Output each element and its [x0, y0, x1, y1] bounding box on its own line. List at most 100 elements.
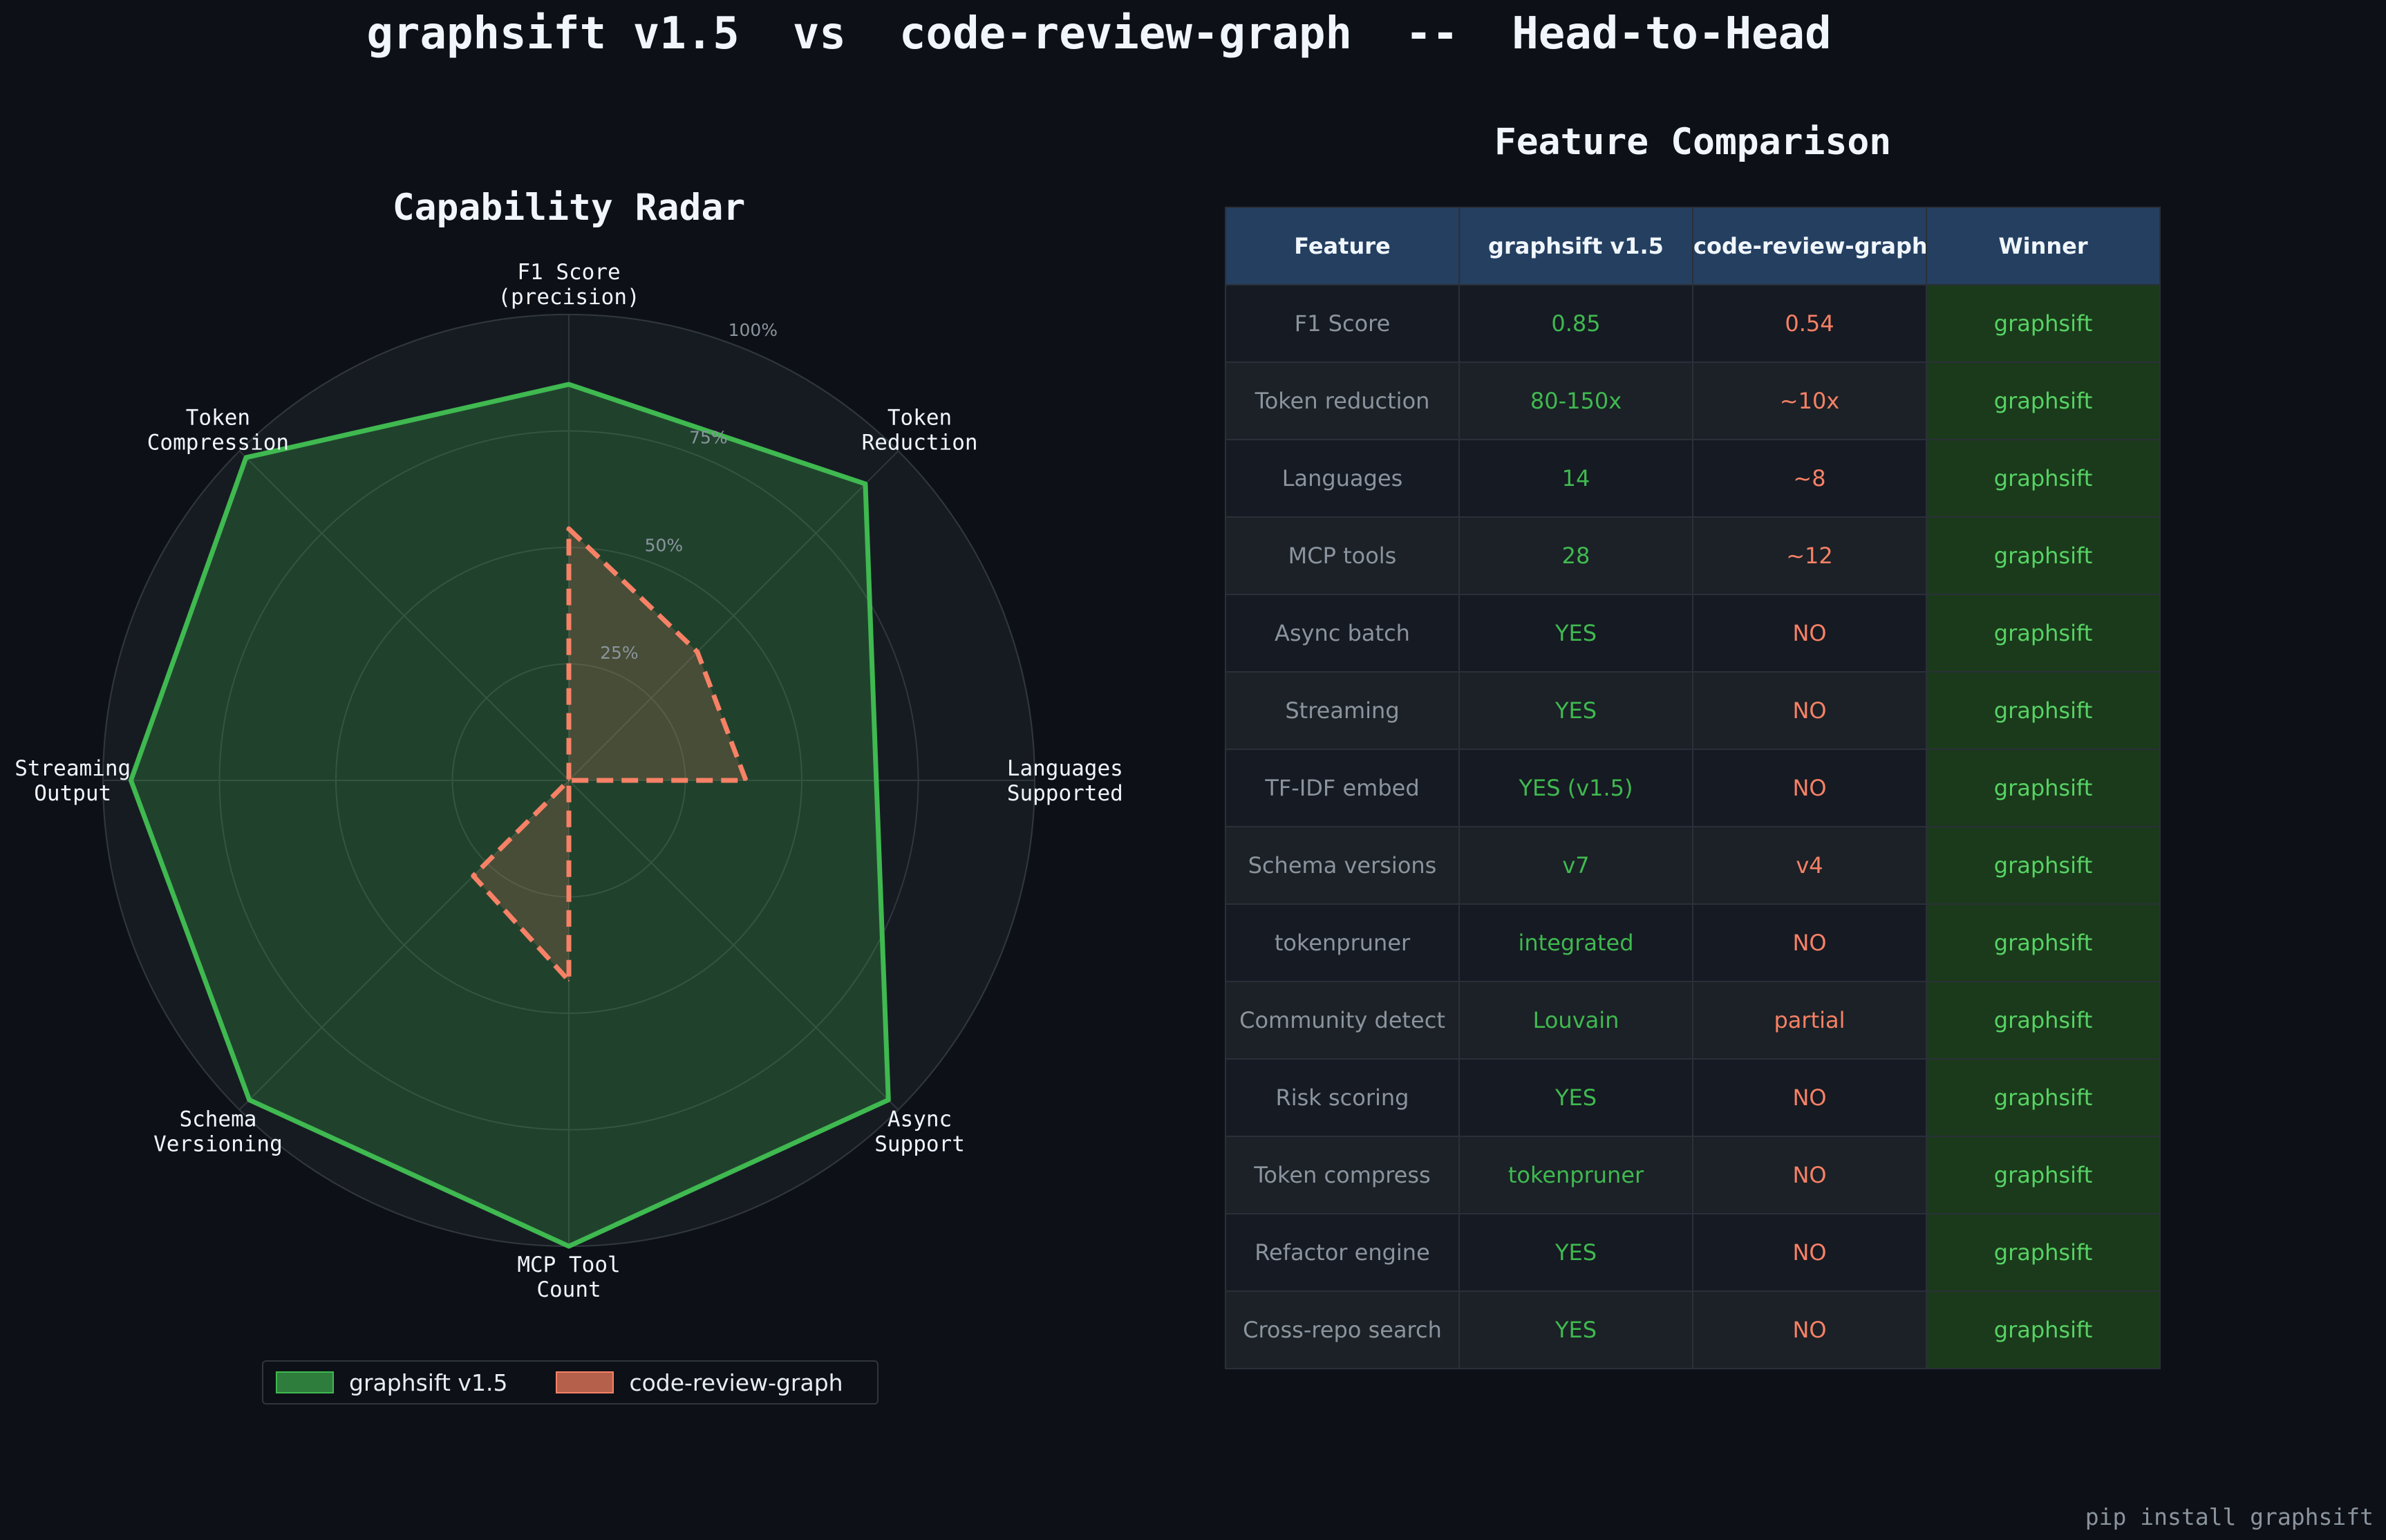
cell-code-review-graph: ~12: [1692, 516, 1927, 595]
radar-point: [568, 528, 570, 530]
radar-point: [568, 780, 570, 781]
cell-code-review-graph: NO: [1692, 1290, 1927, 1369]
cell-feature: Async batch: [1225, 594, 1460, 673]
radar-point: [696, 651, 698, 653]
radar-tick-label: 25%: [600, 643, 639, 663]
cell-feature: Community detect: [1225, 981, 1460, 1060]
radar-point: [864, 483, 866, 485]
table-row: tokenpruner integrated NO graphsift: [1225, 903, 2161, 982]
cell-winner: graphsift: [1926, 749, 2161, 827]
table-row: TF-IDF embed YES (v1.5) NO graphsift: [1225, 749, 2161, 827]
radar-point: [248, 1099, 250, 1101]
cell-graphsift: YES (v1.5): [1458, 749, 1693, 827]
radar-point: [745, 780, 747, 781]
cell-feature: Languages: [1225, 439, 1460, 518]
table-row: Streaming YES NO graphsift: [1225, 671, 2161, 750]
cell-graphsift: integrated: [1458, 903, 1693, 982]
cell-feature: Schema versions: [1225, 826, 1460, 905]
main-title: graphsift v1.5 vs code-review-graph -- H…: [366, 8, 1832, 59]
cell-feature: Token reduction: [1225, 361, 1460, 440]
cell-graphsift: YES: [1458, 1058, 1693, 1137]
radar-spoke: [568, 450, 899, 781]
cell-feature: TF-IDF embed: [1225, 749, 1460, 827]
table-row: Async batch YES NO graphsift: [1225, 594, 2161, 673]
cell-code-review-graph: NO: [1692, 749, 1927, 827]
cell-graphsift: YES: [1458, 594, 1693, 673]
header-feature: Feature: [1225, 207, 1460, 285]
cell-code-review-graph: ~10x: [1692, 361, 1927, 440]
table-row: MCP tools 28 ~12 graphsift: [1225, 516, 2161, 595]
radar-title: Capability Radar: [392, 187, 746, 229]
cell-feature: F1 Score: [1225, 284, 1460, 363]
table-row: Languages 14 ~8 graphsift: [1225, 439, 2161, 518]
legend: graphsift v1.5 code-review-graph: [262, 1360, 879, 1405]
cell-graphsift: 0.85: [1458, 284, 1693, 363]
cell-winner: graphsift: [1926, 594, 2161, 673]
cell-feature: Risk scoring: [1225, 1058, 1460, 1137]
radar-axis-label: Async Support: [874, 1107, 965, 1157]
radar-point: [875, 780, 877, 781]
cell-graphsift: YES: [1458, 671, 1693, 750]
radar-axis-label: Languages Supported: [1007, 756, 1123, 806]
cell-code-review-graph: NO: [1692, 1136, 1927, 1214]
legend-item-graphsift: graphsift v1.5: [276, 1369, 507, 1396]
radar-point: [130, 780, 132, 781]
cell-code-review-graph: NO: [1692, 903, 1927, 982]
cell-feature: Refactor engine: [1225, 1213, 1460, 1292]
cell-winner: graphsift: [1926, 284, 2161, 363]
table-row: F1 Score 0.85 0.54 graphsift: [1225, 284, 2161, 363]
legend-swatch-graphsift: [276, 1371, 334, 1393]
cell-feature: tokenpruner: [1225, 903, 1460, 982]
radar-point: [472, 875, 474, 877]
radar-axis-label: Schema Versioning: [153, 1107, 283, 1157]
radar-spoke: [238, 450, 570, 781]
radar-tick-label: 75%: [689, 428, 728, 448]
cell-winner: graphsift: [1926, 1290, 2161, 1369]
radar-axis-label: Token Compression: [147, 405, 289, 455]
cell-feature: MCP tools: [1225, 516, 1460, 595]
cell-winner: graphsift: [1926, 1213, 2161, 1292]
legend-label-code-review-graph: code-review-graph: [629, 1369, 843, 1396]
radar-axis-label: Streaming Output: [15, 756, 131, 806]
cell-code-review-graph: partial: [1692, 981, 1927, 1060]
radar-point: [568, 384, 570, 386]
radar-chart: 25% 50% 75% 100% F1 Score (precision) Token Red…: [15, 260, 1123, 1302]
cell-winner: graphsift: [1926, 981, 2161, 1060]
cell-code-review-graph: 0.54: [1692, 284, 1927, 363]
radar-spoke: [568, 780, 899, 1111]
radar-point: [887, 1099, 890, 1101]
cell-winner: graphsift: [1926, 826, 2161, 905]
table-row: Token reduction 80-150x ~10x graphsift: [1225, 361, 2161, 440]
cell-graphsift: 80-150x: [1458, 361, 1693, 440]
footer-install-hint: pip install graphsift: [2085, 1503, 2374, 1530]
cell-code-review-graph: ~8: [1692, 439, 1927, 518]
table-row: Cross-repo search YES NO graphsift: [1225, 1290, 2161, 1369]
cell-code-review-graph: NO: [1692, 594, 1927, 673]
radar-series-code-review-graph: [471, 526, 749, 984]
cell-code-review-graph: NO: [1692, 671, 1927, 750]
cell-winner: graphsift: [1926, 1058, 2161, 1137]
legend-label-graphsift: graphsift v1.5: [349, 1369, 508, 1396]
table-row: Risk scoring YES NO graphsift: [1225, 1058, 2161, 1137]
feature-comparison-table: Feature graphsift v1.5 code-review-graph…: [1225, 207, 2161, 1369]
radar-spoke: [238, 780, 570, 1111]
legend-swatch-code-review-graph: [556, 1371, 614, 1393]
cell-feature: Token compress: [1225, 1136, 1460, 1214]
cell-feature: Streaming: [1225, 671, 1460, 750]
radar-axis-label: Token Reduction: [862, 405, 978, 455]
cell-winner: graphsift: [1926, 361, 2161, 440]
cell-winner: graphsift: [1926, 516, 2161, 595]
table-row: Schema versions v7 v4 graphsift: [1225, 826, 2161, 905]
header-code-review-graph: code-review-graph: [1692, 207, 1927, 285]
cell-code-review-graph: NO: [1692, 1213, 1927, 1292]
cell-graphsift: 14: [1458, 439, 1693, 518]
cell-graphsift: 28: [1458, 516, 1693, 595]
radar-point: [568, 979, 570, 982]
cell-winner: graphsift: [1926, 671, 2161, 750]
table-title: Feature Comparison: [1494, 121, 1892, 163]
cell-graphsift: v7: [1458, 826, 1693, 905]
radar-point: [245, 456, 247, 458]
table-row: Token compress tokenpruner NO graphsift: [1225, 1136, 2161, 1214]
radar-tick-label: 50%: [645, 535, 684, 555]
